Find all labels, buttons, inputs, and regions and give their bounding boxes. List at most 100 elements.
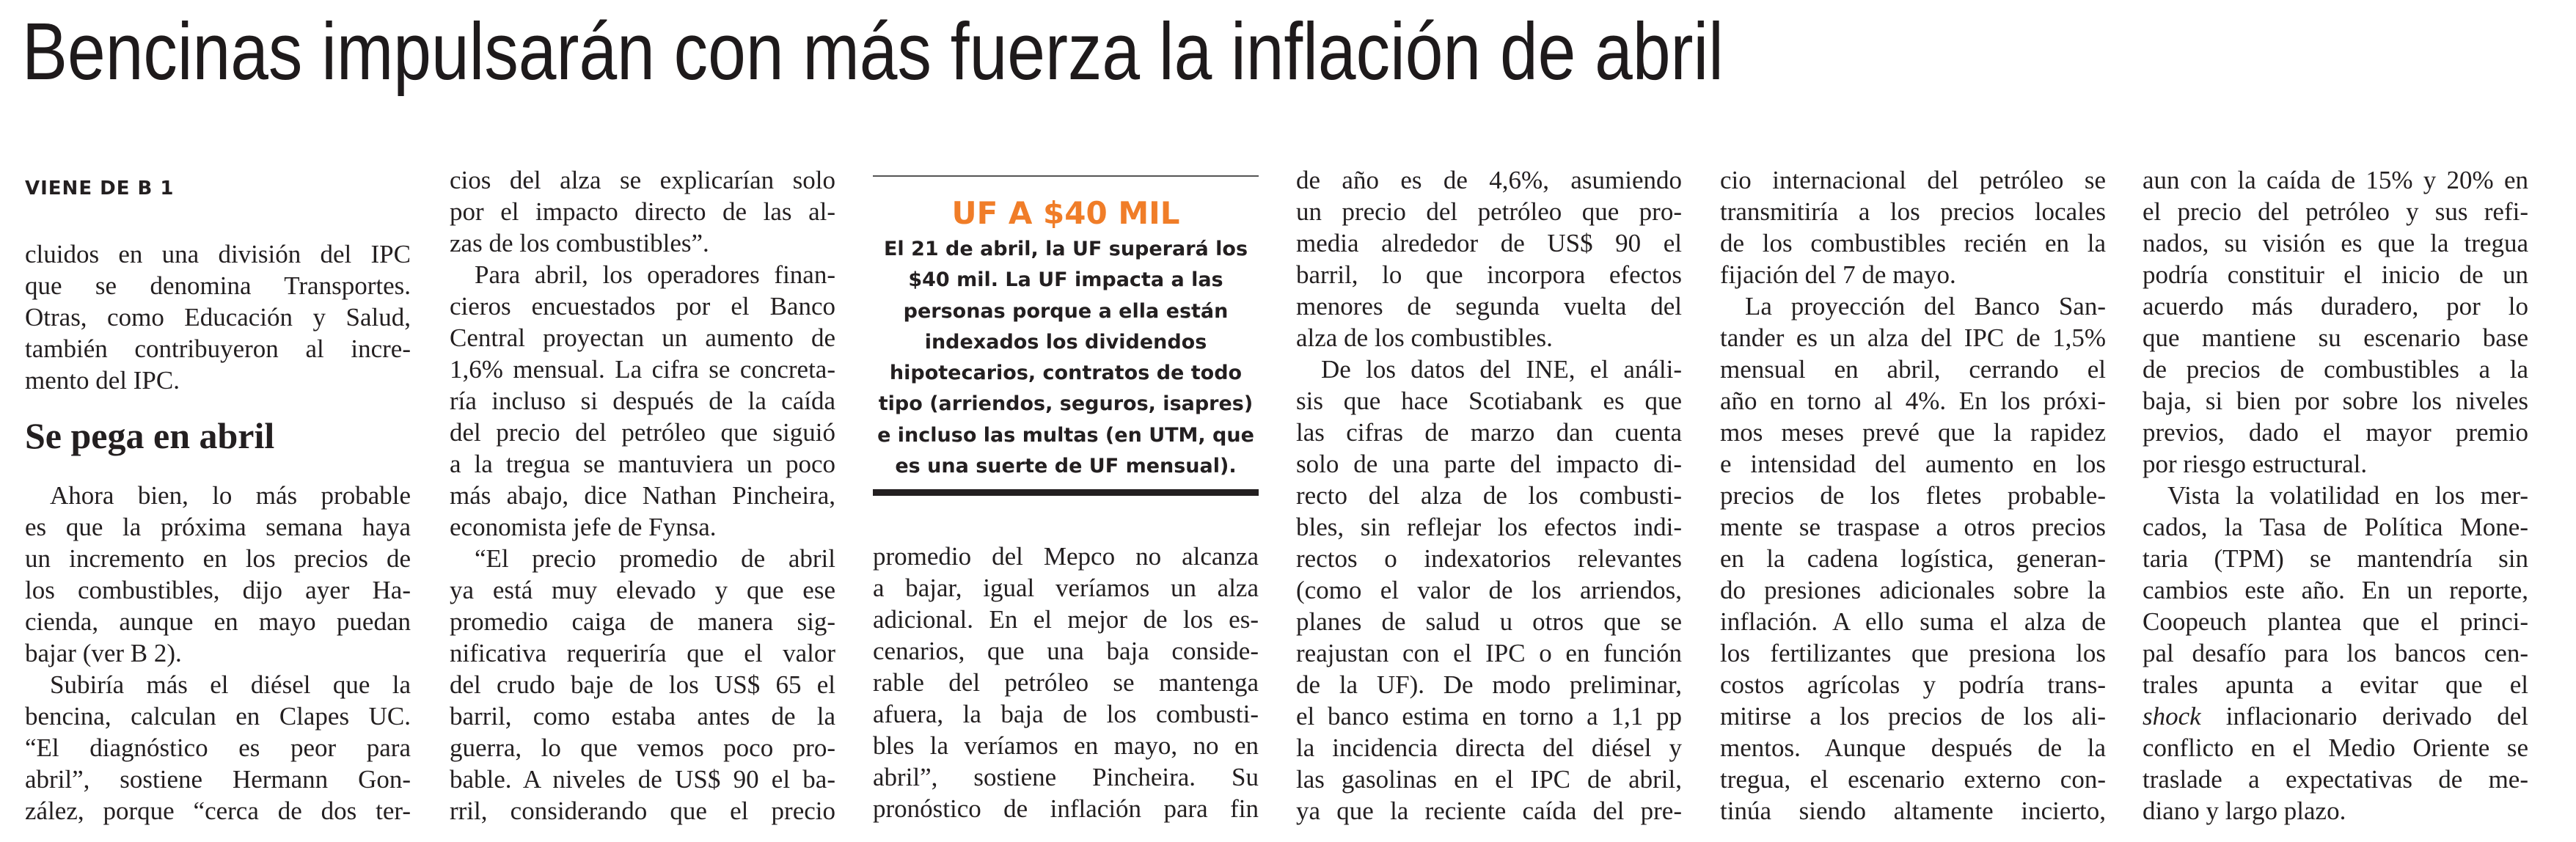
article-column-1-top: cluidos en una división del IPC que se de… (25, 238, 411, 396)
text-line: La proyección del Banco San- (1745, 292, 2106, 321)
text-line: “El precio promedio de abril (475, 544, 835, 573)
text-line: ya está muy elevado y que ese (450, 576, 835, 604)
text-line: adicional. En el mejor de los es- (873, 605, 1259, 634)
text-line: Ahora bien, lo más probable (50, 481, 411, 510)
text-line: tander es un alza del IPC de 1,5% (1720, 323, 2106, 352)
text-line: shock inflacionario derivado del (2143, 700, 2528, 732)
text-line: do presiones adicionales sobre la (1720, 576, 2106, 604)
text-line: las cifras de marzo dan cuenta (1296, 418, 1682, 447)
text-line: ya que la reciente caída del pre- (1296, 797, 1682, 825)
text-line: precios de los fletes probable- (1720, 481, 2106, 510)
text-line: del precio del petróleo que siguió (450, 418, 835, 447)
article-column-4: de año es de 4,6%, asumiendo un precio de… (1296, 164, 1682, 827)
text-line: alza de los combustibles. (1296, 323, 1553, 352)
text-line: barril, lo que incorpora efectos (1296, 260, 1682, 289)
text-line: trales apunta a evitar que el (2143, 670, 2528, 699)
text-line: cienda, aunque en mayo puedan (25, 607, 411, 636)
text-line: cenarios, que una baja conside- (873, 637, 1259, 665)
text-line: sis que hace Scotiabank es que (1296, 387, 1682, 415)
text-line: mitirse a los precios de los ali- (1720, 702, 2106, 731)
text-line: media alrededor de US$ 90 el (1296, 229, 1682, 257)
text-line: cio internacional del petróleo se (1720, 166, 2106, 194)
box-text-line: personas porque a ella están (903, 299, 1229, 323)
text-line: “El diagnóstico es peor para (25, 733, 411, 762)
text-line: acuerdo más duradero, por lo (2143, 292, 2528, 321)
text-line: los fertilizantes que presiona los (1720, 639, 2106, 667)
text-line: previos, dado el mayor premio (2143, 418, 2528, 447)
text-line: traslade a expectativas de me- (2143, 765, 2528, 794)
box-text-line: e incluso las multas (en UTM, que (877, 423, 1254, 447)
text-line: aun con la caída de 15% y 20% en (2143, 166, 2528, 194)
text-line: menores de segunda vuelta del (1296, 292, 1682, 321)
text-line: ría incluso si después de la caída (450, 387, 835, 415)
text-line: en la cadena logística, generan- (1720, 544, 2106, 573)
box-bottom-bar (873, 489, 1259, 496)
text-line: mentos. Aunque después de la (1720, 733, 2106, 762)
text-line: fijación del 7 de mayo. (1720, 260, 1956, 289)
text-line: el banco estima en torno a 1,1 pp (1296, 702, 1682, 731)
text-line: que se denomina Transportes. (25, 271, 411, 300)
text-line: conflicto en el Medio Oriente se (2143, 733, 2528, 762)
text-line: rectos o indexatorios relevantes (1296, 544, 1682, 573)
text-line: transmitiría a los precios locales (1720, 197, 2106, 226)
article-column-5: cio internacional del petróleo se transmi… (1720, 164, 2106, 827)
text-line: a bajar, igual veríamos un alza (873, 574, 1259, 602)
box-top-rule (873, 175, 1259, 177)
text-line: cluidos en una división del IPC (25, 240, 411, 268)
text-line: bles, sin reflejar los efectos indi- (1296, 513, 1682, 541)
text-line: bable. A niveles de US$ 90 el ba- (450, 765, 835, 794)
article-column-2: cios del alza se explicarían solo por el … (450, 164, 835, 827)
text-line: Coopeuch plantea que el princi- (2143, 607, 2528, 636)
text-line: recto del alza de los combusti- (1296, 481, 1682, 510)
text-line: guerra, lo que vemos poco pro- (450, 733, 835, 762)
text-line: rable del petróleo se mantenga (873, 668, 1259, 697)
headline: Bencinas impulsarán con más fuerza la in… (22, 7, 1724, 97)
text-line: bles la veríamos en mayo, no en (873, 731, 1259, 760)
text-line: promedio caiga de manera sig- (450, 607, 835, 636)
text-line: también contribuyeron al incre- (25, 334, 411, 363)
text-line: Subiría más el diésel que la (50, 670, 411, 699)
text-line: Para abril, los operadores finan- (475, 260, 835, 289)
text-line: e intensidad del aumento en los (1720, 450, 2106, 478)
text-line: mente se traspase a otros precios (1720, 513, 2106, 541)
box-title: UF A $40 MIL (951, 195, 1180, 231)
text-line: solo de una parte del impacto di- (1296, 450, 1682, 478)
text-line: economista jefe de Fynsa. (450, 513, 717, 541)
text-line: bajar (ver B 2). (25, 639, 182, 667)
text-line: pronóstico de inflación para fin (873, 794, 1259, 823)
text-line: rril, considerando que el precio (450, 797, 835, 825)
text-line: la incidencia directa del diésel y (1296, 733, 1682, 762)
box-text-line: $40 mil. La UF impacta a las (908, 268, 1223, 292)
text-line: promedio del Mepco no alcanza (873, 542, 1259, 571)
text-line: reajustan con el IPC o en función (1296, 639, 1682, 667)
text-line: barril, como estaba antes de la (450, 702, 835, 731)
text-line: por el impacto directo de las al- (450, 197, 835, 226)
text-line: nados, su visión es que la tregua (2143, 229, 2528, 257)
text-line: afuera, la baja de los combusti- (873, 700, 1259, 728)
text-line: diano y largo plazo. (2143, 797, 2346, 825)
text-line: Vista la volatilidad en los mer- (2167, 481, 2528, 510)
text-line: de año es de 4,6%, asumiendo (1296, 166, 1682, 194)
text-line: más abajo, dice Nathan Pincheira, (450, 481, 835, 510)
text-line: costos agrícolas y podría trans- (1720, 670, 2106, 699)
box-text-line: tipo (arriendos, seguros, isapres) (878, 392, 1254, 416)
text-line: un incremento en los precios de (25, 544, 411, 573)
text-line: baja, si bien por sobre los niveles (2143, 387, 2528, 415)
text-line: tinúa siendo altamente incierto, (1720, 797, 2106, 825)
article-column-1-bottom: Ahora bien, lo más probable es que la pró… (25, 480, 411, 827)
text-line: un precio del petróleo que pro- (1296, 197, 1682, 226)
article-column-6: aun con la caída de 15% y 20% en el preci… (2143, 164, 2528, 827)
box-text-line: indexados los dividendos (924, 330, 1207, 354)
article-column-3: promedio del Mepco no alcanza a bajar, ig… (873, 541, 1259, 824)
text-line: pal desafío para los bancos cen- (2143, 639, 2528, 667)
text-line: de los combustibles recién en la (1720, 229, 2106, 257)
text-line: es que la próxima semana haya (25, 513, 411, 541)
box-text-line: es una suerte de UF mensual). (895, 455, 1237, 478)
text-line: nificativa requeriría que el valor (450, 639, 835, 667)
italic-word: shock (2143, 702, 2201, 731)
box-text-line: hipotecarios, contratos de todo (889, 362, 1243, 385)
text-line: cios del alza se explicarían solo (450, 166, 835, 194)
text-line: abril”, sostiene Pincheira. Su (873, 763, 1259, 791)
text-line: del crudo baje de los US$ 65 el (450, 670, 835, 699)
text-line: planes de salud u otros que se (1296, 607, 1682, 636)
